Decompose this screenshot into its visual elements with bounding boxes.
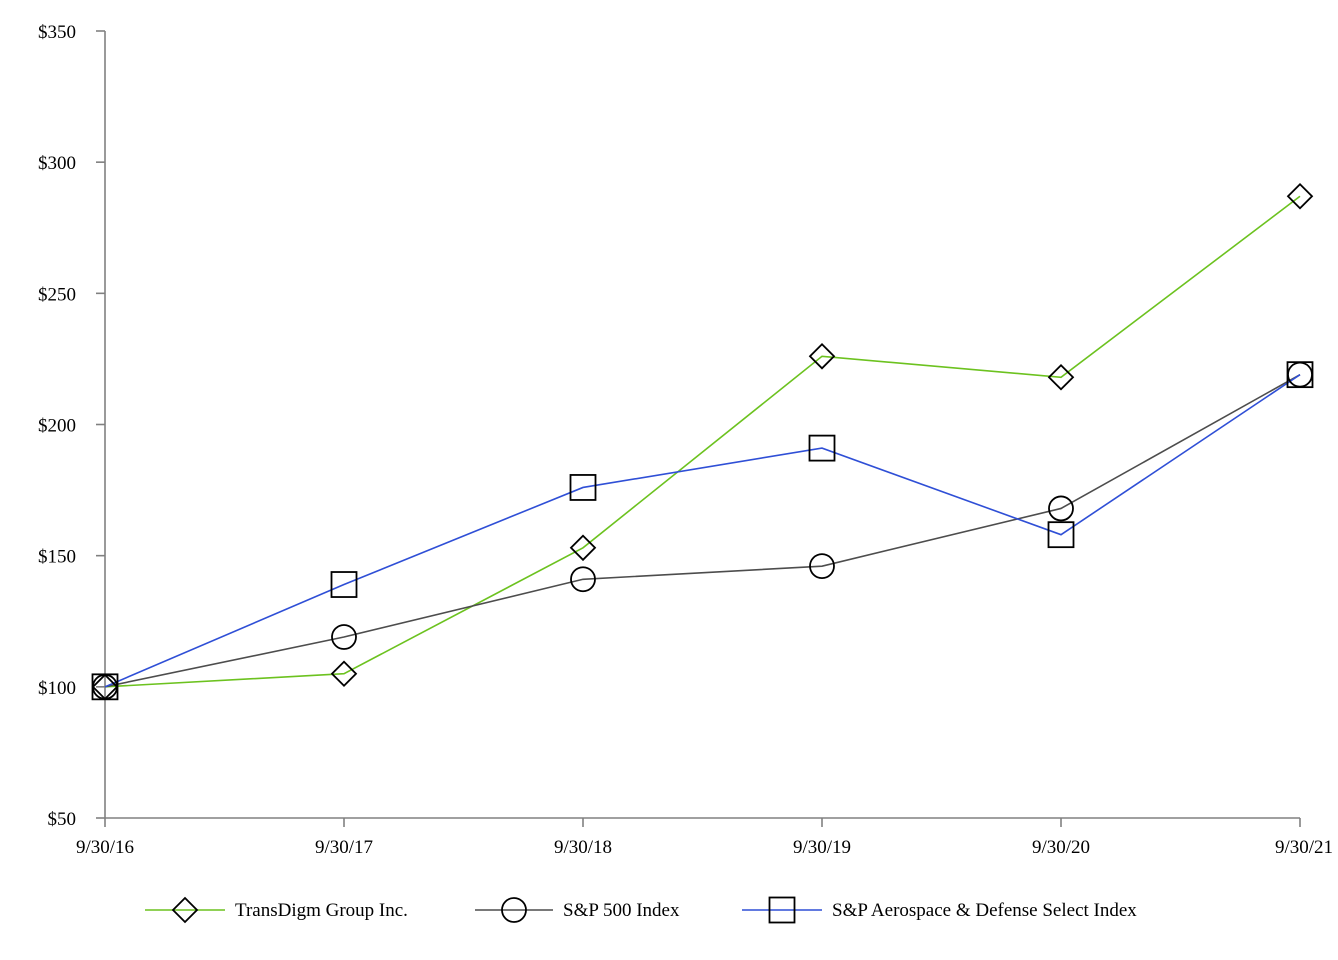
data-point-square bbox=[569, 474, 597, 501]
series-line-square bbox=[104, 373, 1301, 688]
chart-axes: $50 $100 $150 $200 $250 $300 $350 9/30/16 9/30/1… bbox=[38, 22, 1333, 858]
data-point-square bbox=[330, 571, 358, 598]
data-point-circle bbox=[331, 624, 357, 650]
legend-marker-circle bbox=[501, 897, 527, 923]
legend-label: TransDigm Group Inc. bbox=[235, 900, 408, 921]
y-tick-label: $100 bbox=[38, 678, 76, 699]
y-tick-label: $350 bbox=[38, 22, 76, 43]
series-markers bbox=[91, 182, 1314, 701]
legend-item: TransDigm Group Inc. bbox=[145, 896, 408, 924]
y-tick-label: $250 bbox=[38, 284, 76, 305]
data-point-circle bbox=[1048, 495, 1074, 522]
x-tick-label: 9/30/18 bbox=[554, 837, 612, 858]
legend-marker-square bbox=[768, 896, 796, 924]
y-tick-label: $50 bbox=[48, 809, 77, 830]
data-point-diamond bbox=[1047, 364, 1075, 391]
legend-label: S&P Aerospace & Defense Select Index bbox=[832, 900, 1137, 921]
data-point-diamond bbox=[808, 343, 836, 370]
data-point-diamond bbox=[1286, 182, 1314, 210]
data-point-square bbox=[1047, 521, 1075, 549]
data-point-circle bbox=[809, 553, 835, 580]
chart-legend: TransDigm Group Inc. S&P 500 Index S&P Aer… bbox=[145, 896, 1137, 924]
data-point-diamond bbox=[569, 534, 597, 562]
legend-label: S&P 500 Index bbox=[563, 900, 680, 921]
data-point-diamond bbox=[330, 660, 358, 687]
y-tick-label: $200 bbox=[38, 416, 76, 437]
x-tick-label: 9/30/21 bbox=[1275, 837, 1333, 858]
series-line-diamond bbox=[104, 195, 1301, 688]
data-point-square bbox=[808, 434, 836, 462]
y-tick-label: $300 bbox=[38, 153, 76, 174]
series-line-circle bbox=[104, 373, 1301, 688]
x-tick-label: 9/30/17 bbox=[315, 837, 373, 858]
x-tick-label: 9/30/16 bbox=[76, 837, 134, 858]
data-point-square bbox=[91, 673, 119, 701]
x-tick-label: 9/30/20 bbox=[1032, 837, 1090, 858]
data-point-square bbox=[1286, 361, 1314, 389]
y-tick-label: $150 bbox=[38, 547, 76, 568]
data-point-circle bbox=[570, 566, 596, 593]
legend-marker-diamond bbox=[171, 896, 199, 924]
x-tick-label: 9/30/19 bbox=[793, 837, 851, 858]
legend-item: S&P Aerospace & Defense Select Index bbox=[742, 896, 1137, 924]
legend-item: S&P 500 Index bbox=[475, 897, 680, 923]
series-lines bbox=[104, 195, 1301, 688]
